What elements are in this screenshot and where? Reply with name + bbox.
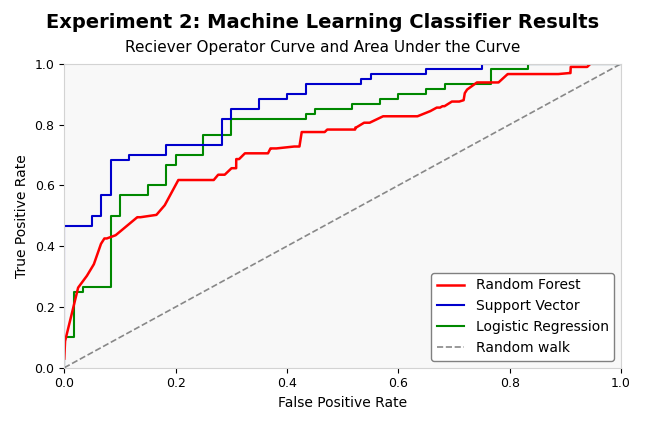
Support Vector xyxy=(61,223,68,228)
Random Forest xyxy=(61,356,68,361)
Support Vector xyxy=(617,61,625,66)
Logistic Regression xyxy=(61,365,68,370)
Random Forest xyxy=(233,166,240,171)
Random Forest xyxy=(567,64,574,69)
Line: Logistic Regression: Logistic Regression xyxy=(65,64,621,368)
X-axis label: False Positive Rate: False Positive Rate xyxy=(278,396,407,410)
Text: Reciever Operator Curve and Area Under the Curve: Reciever Operator Curve and Area Under t… xyxy=(125,40,521,55)
Support Vector xyxy=(61,294,68,299)
Random Forest xyxy=(587,61,594,66)
Text: Experiment 2: Machine Learning Classifier Results: Experiment 2: Machine Learning Classifie… xyxy=(47,13,599,32)
Logistic Regression xyxy=(107,269,114,274)
Line: Random Forest: Random Forest xyxy=(65,64,621,359)
Legend: Random Forest, Support Vector, Logistic Regression, Random walk: Random Forest, Support Vector, Logistic … xyxy=(431,273,614,361)
Logistic Regression xyxy=(107,284,114,289)
Support Vector xyxy=(61,238,68,244)
Logistic Regression xyxy=(70,309,78,314)
Line: Support Vector: Support Vector xyxy=(65,64,621,368)
Logistic Regression xyxy=(376,96,384,102)
Support Vector xyxy=(367,71,375,76)
Y-axis label: True Positive Rate: True Positive Rate xyxy=(15,154,29,278)
Random Forest xyxy=(379,114,387,119)
Logistic Regression xyxy=(617,61,625,66)
Random Forest xyxy=(589,61,597,66)
Support Vector xyxy=(617,61,625,66)
Random Forest xyxy=(214,173,222,178)
Logistic Regression xyxy=(432,87,439,92)
Random Forest xyxy=(617,61,625,66)
Logistic Regression xyxy=(617,61,625,66)
Random Forest xyxy=(339,127,346,132)
Support Vector xyxy=(478,61,486,66)
Support Vector xyxy=(293,92,300,97)
Logistic Regression xyxy=(525,61,532,66)
Support Vector xyxy=(61,365,68,370)
